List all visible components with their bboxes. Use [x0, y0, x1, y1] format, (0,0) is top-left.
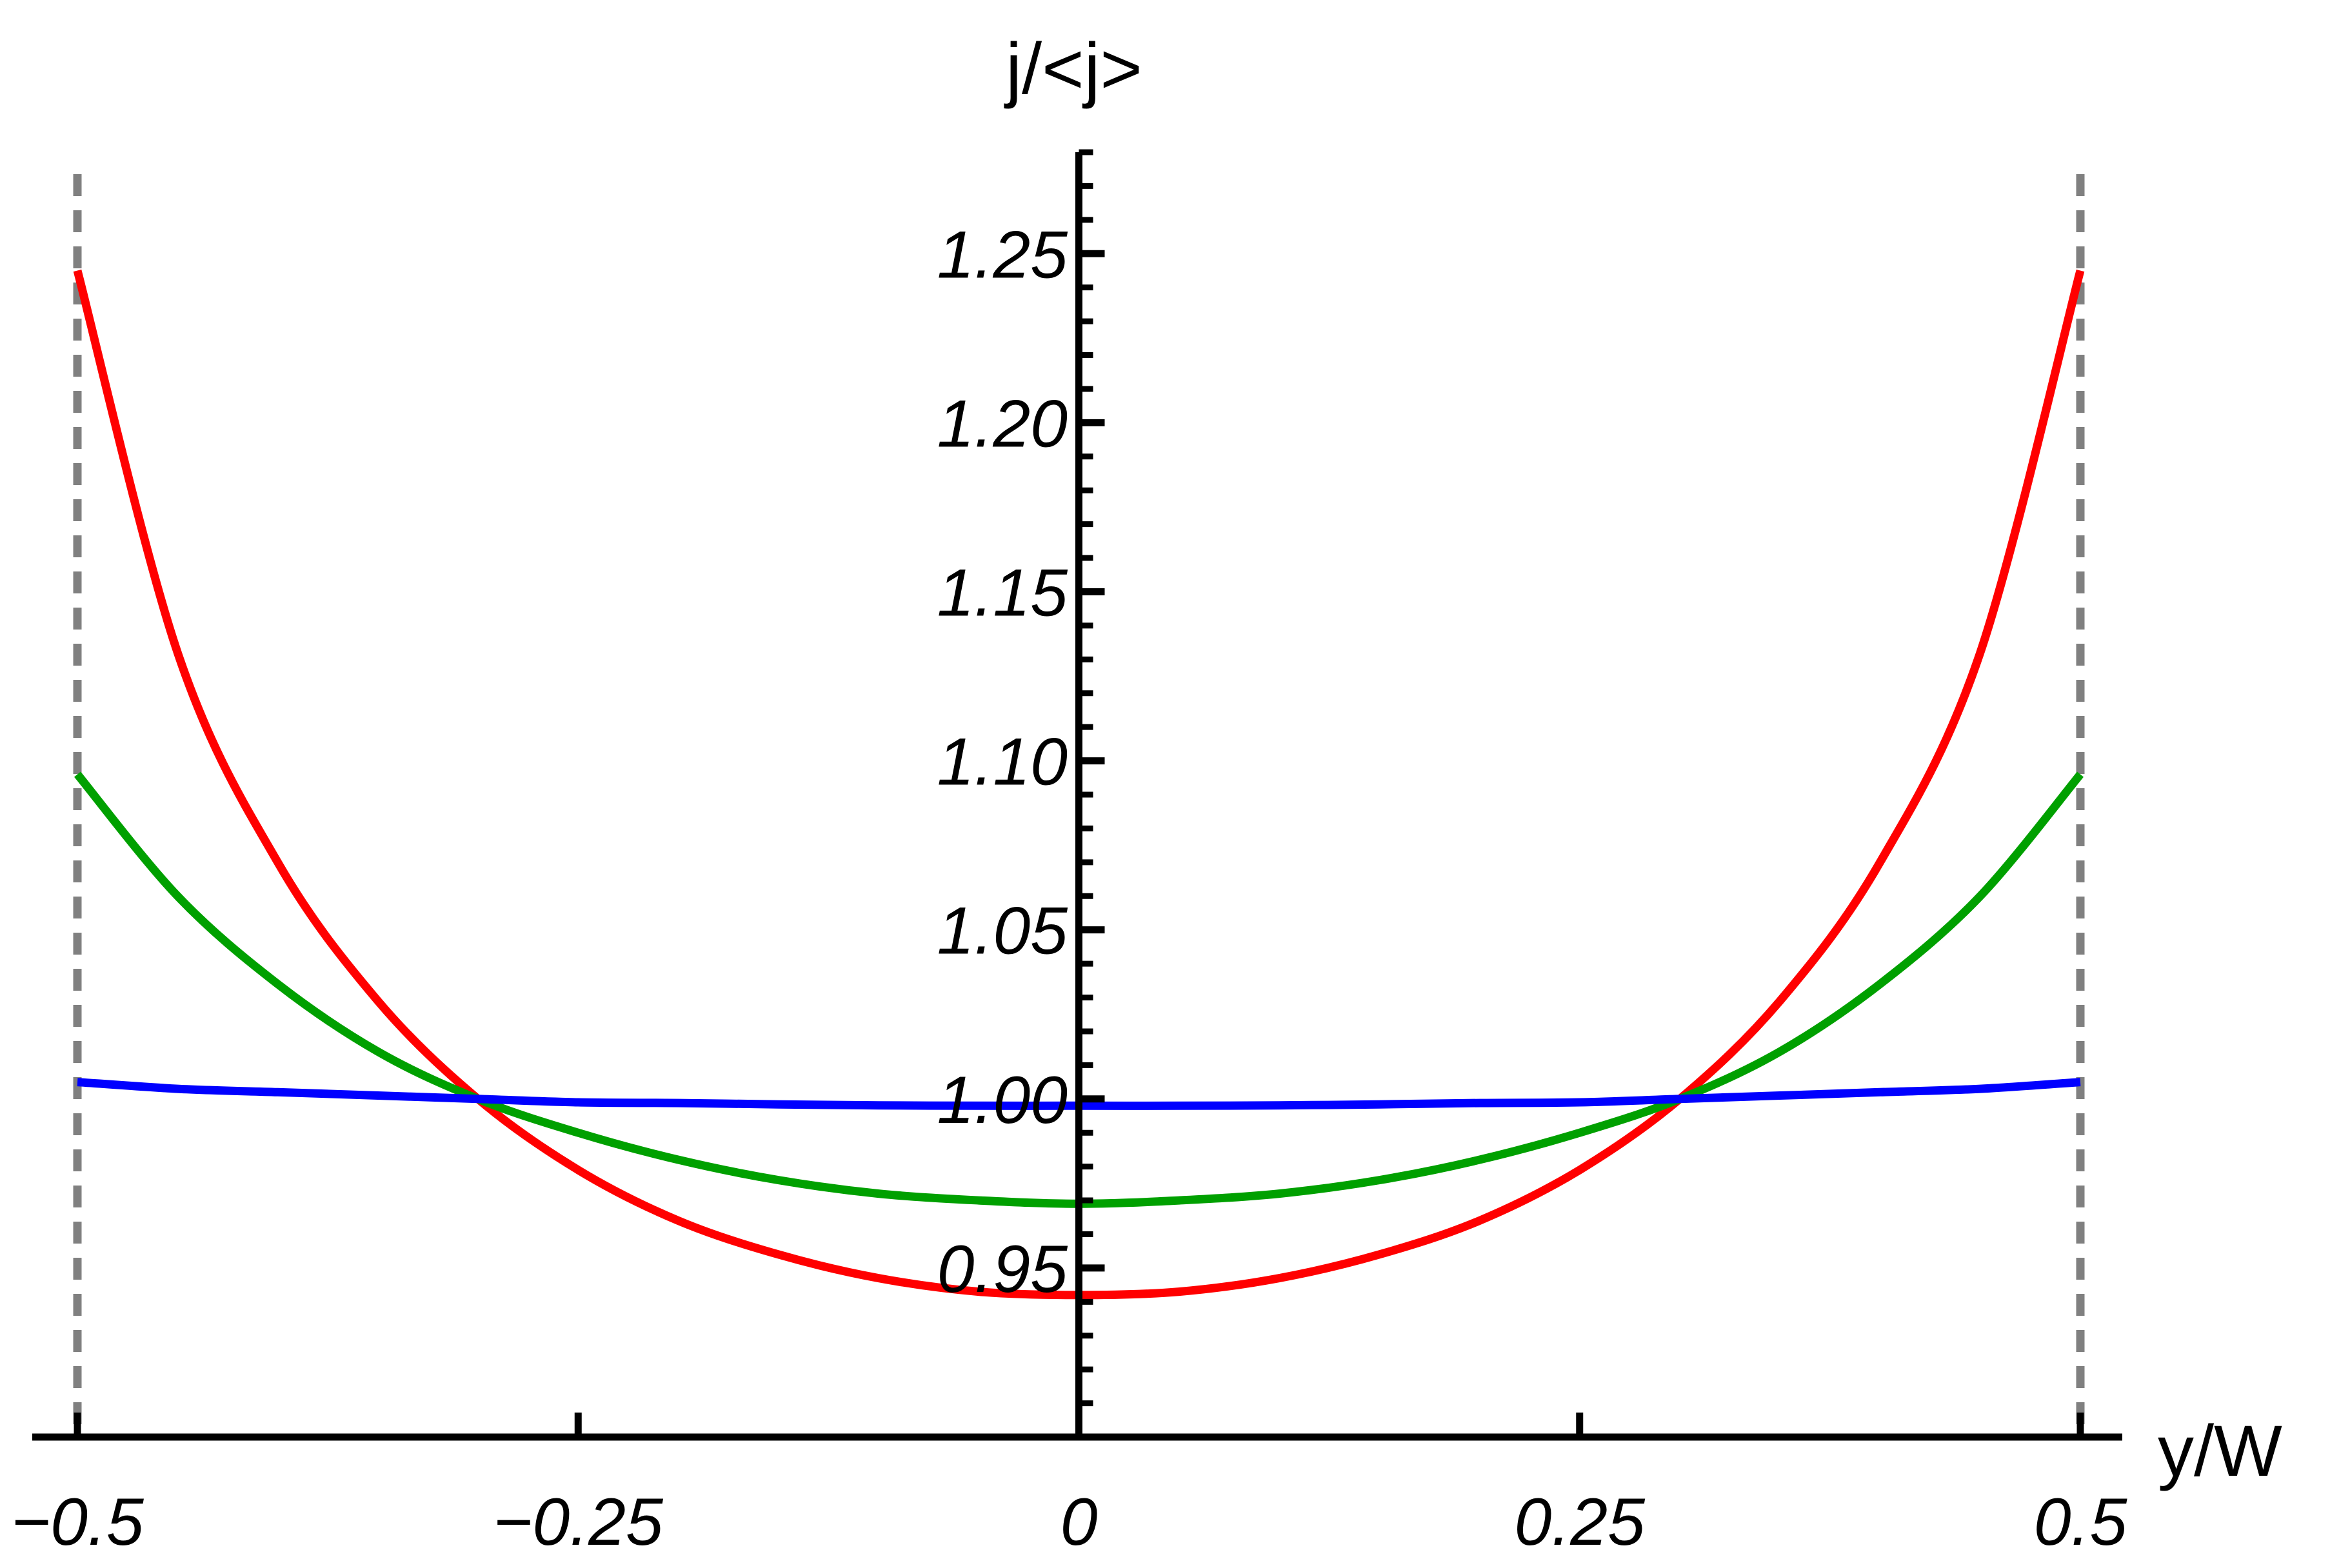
x-tick-label-1: −0.25 — [493, 1485, 664, 1560]
axes: −0.5 −0.25 0 0.25 0.5 0.95 1.00 1.05 1.10 1.15 1.… — [11, 149, 2127, 1560]
x-tick-label-4: 0.5 — [2034, 1485, 2128, 1560]
y-tick-label-3: 1.10 — [937, 725, 1068, 800]
y-ticks: 0.95 1.00 1.05 1.10 1.15 1.20 1.25 — [937, 149, 1105, 1407]
y-axis-title: j/<j> — [1004, 28, 1142, 109]
y-tick-label-5: 1.20 — [937, 386, 1068, 461]
y-tick-label-0: 0.95 — [937, 1232, 1069, 1307]
y-tick-label-4: 1.15 — [937, 555, 1069, 630]
x-tick-label-2: 0 — [1060, 1485, 1098, 1560]
y-tick-label-6: 1.25 — [937, 217, 1069, 292]
x-ticks: −0.5 −0.25 0 0.25 0.5 — [11, 1413, 2127, 1560]
y-tick-label-1: 1.00 — [937, 1063, 1068, 1138]
x-tick-label-0: −0.5 — [11, 1485, 144, 1560]
boundary-lines — [73, 174, 2085, 1437]
y-tick-label-2: 1.05 — [937, 894, 1069, 969]
x-axis-title: y/W — [2158, 1411, 2282, 1491]
x-tick-label-3: 0.25 — [1515, 1485, 1646, 1560]
